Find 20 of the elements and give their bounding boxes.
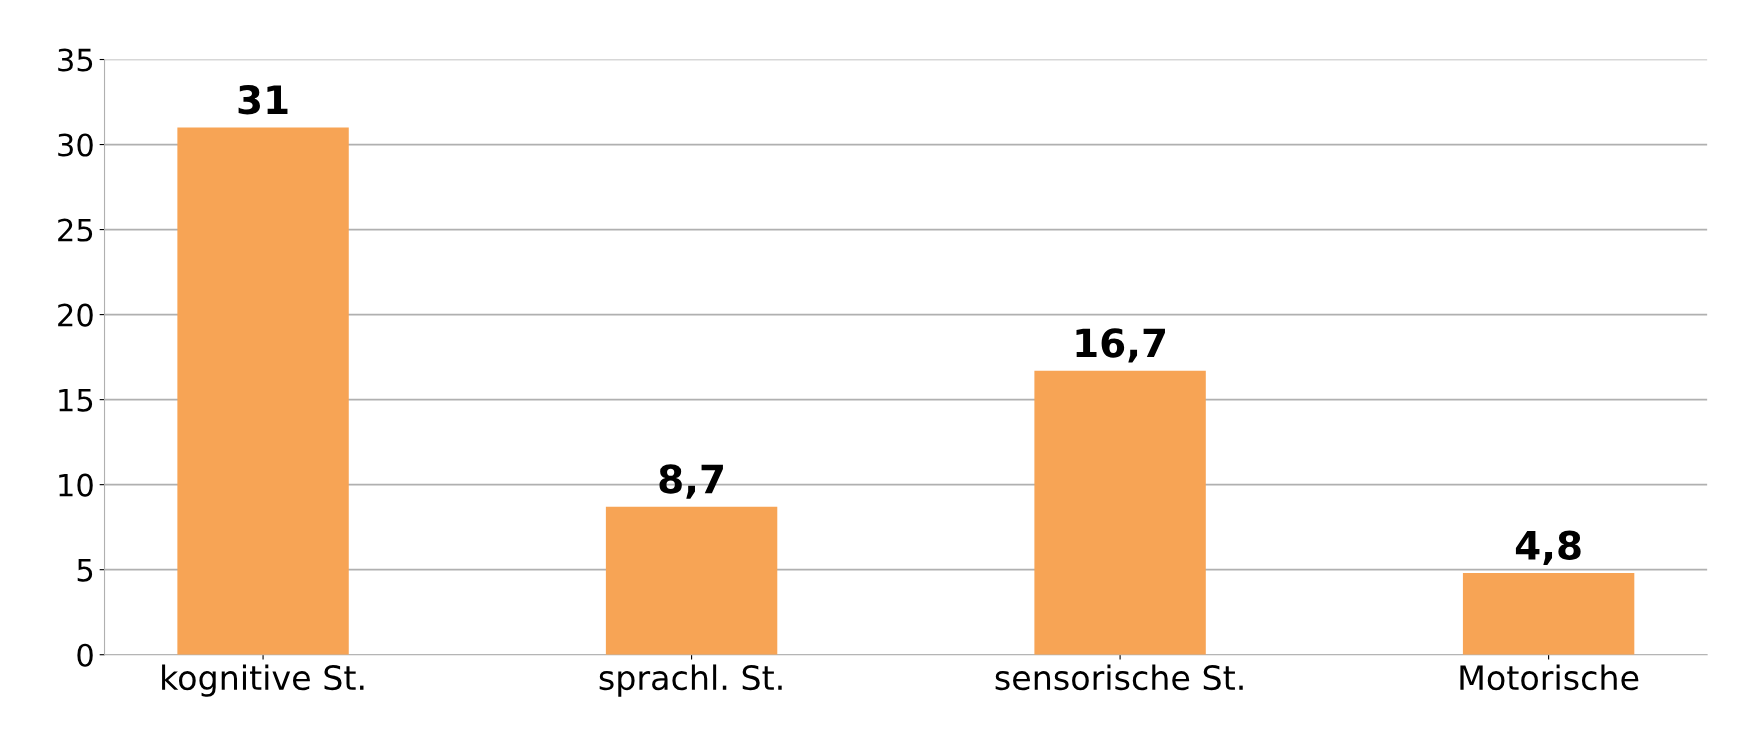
data-label: 4,8 [1515, 530, 1581, 565]
x-tick-label: Motorische [1460, 664, 1639, 691]
bar [177, 127, 349, 655]
y-tick-label: 0 [77, 643, 93, 667]
data-label: 8,7 [659, 464, 723, 499]
y-tick-label: 35 [58, 48, 93, 72]
bar [1462, 573, 1635, 655]
bar [605, 506, 778, 655]
y-tick-label: 15 [59, 388, 93, 412]
x-tick-label: kognitive St. [162, 664, 364, 697]
data-label: 31 [238, 85, 288, 115]
y-tick-label: 5 [77, 559, 93, 582]
y-tick-label: 10 [59, 473, 93, 497]
y-tick-label: 30 [58, 133, 93, 157]
y-tick-label: 25 [58, 218, 93, 242]
x-tick-label: sensorische St. [995, 664, 1243, 691]
y-tick-label: 20 [58, 303, 93, 327]
data-label: 16,7 [1076, 328, 1165, 363]
bar [1034, 370, 1206, 655]
x-tick-label: sprachl. St. [599, 664, 782, 697]
